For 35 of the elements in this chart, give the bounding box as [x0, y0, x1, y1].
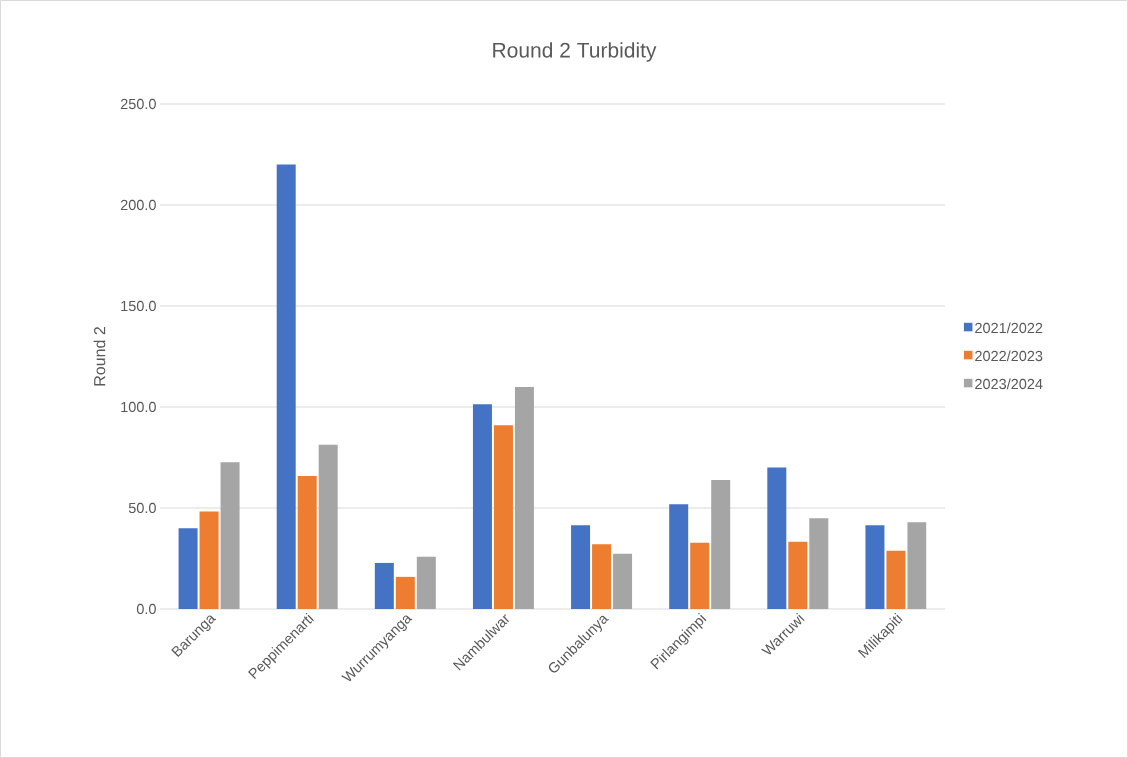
y-tick-label: 200.0: [120, 199, 156, 211]
bar: [886, 550, 906, 609]
bar: [297, 476, 317, 609]
bar: [592, 544, 612, 609]
bar: [416, 556, 436, 609]
y-tick-label: 100.0: [121, 401, 156, 413]
y-tick-label: 50.0: [128, 502, 156, 514]
chart-title: Round 2 Turbidity: [493, 42, 657, 62]
y-tick-label: 250.0: [120, 98, 156, 110]
bar: [711, 479, 731, 609]
bar: [220, 462, 240, 609]
bar: [865, 525, 885, 609]
bar: [493, 425, 513, 609]
y-tick-label: 0.0: [136, 603, 156, 615]
legend-label: 2023/2024: [975, 378, 1043, 390]
bar: [276, 164, 296, 609]
bar: [788, 541, 808, 609]
bar: [374, 562, 394, 609]
bar: [514, 386, 534, 609]
legend-label: 2022/2023: [975, 350, 1043, 362]
bar: [571, 525, 591, 609]
y-axis-title: Round 2: [93, 327, 106, 386]
bar: [472, 404, 492, 609]
bar: [199, 511, 219, 609]
legend-label: 2021/2022: [975, 322, 1043, 334]
y-tick-label: 150.0: [121, 300, 156, 312]
bar: [395, 576, 415, 609]
bar: [690, 542, 710, 609]
bar: [907, 522, 927, 609]
bar: [613, 553, 633, 609]
bar: [669, 504, 689, 609]
bar: [809, 518, 829, 609]
bar: [318, 444, 338, 609]
bar: [178, 528, 198, 609]
bar: [767, 467, 787, 609]
